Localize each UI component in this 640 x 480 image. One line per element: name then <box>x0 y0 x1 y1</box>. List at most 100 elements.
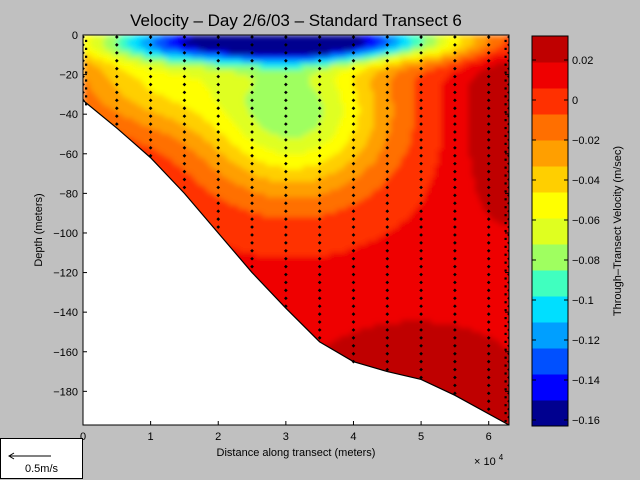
measurement-dot <box>250 98 254 103</box>
measurement-dot <box>507 106 509 111</box>
measurement-dot <box>507 423 509 425</box>
measurement-dot <box>419 114 423 119</box>
measurement-dot <box>486 328 491 332</box>
measurement-dot <box>250 130 254 134</box>
measurement-dot <box>486 399 491 404</box>
measurement-dot <box>507 256 509 261</box>
colorbar-band <box>532 322 568 349</box>
measurement-dot <box>419 82 423 87</box>
measurement-dot <box>351 209 356 214</box>
measurement-dot <box>504 332 507 336</box>
measurement-dot <box>385 336 390 340</box>
measurement-dot <box>317 336 322 340</box>
colorbar-tick-label: −0.14 <box>572 375 600 387</box>
measurement-dot <box>317 146 322 150</box>
measurement-dot <box>284 241 288 245</box>
measurement-dot <box>507 82 509 87</box>
measurement-dot <box>453 328 457 332</box>
measurement-dot <box>351 138 356 142</box>
measurement-dot <box>453 90 457 95</box>
measurement-dot <box>453 225 457 229</box>
measurement-dot <box>385 209 390 214</box>
measurement-dot <box>351 122 356 126</box>
station-profile <box>419 35 423 380</box>
measurement-dot <box>284 304 288 309</box>
measurement-dot <box>419 138 423 142</box>
measurement-dot <box>351 106 356 111</box>
measurement-dot <box>504 301 507 304</box>
measurement-dot <box>453 169 457 174</box>
measurement-dot <box>385 217 390 221</box>
measurement-dot <box>419 343 423 348</box>
measurement-dot <box>85 55 88 58</box>
measurement-dot <box>504 388 507 391</box>
colorbar-tick-label: 0.02 <box>572 55 593 67</box>
measurement-dot <box>486 153 491 158</box>
measurement-dot <box>385 248 390 253</box>
measurement-dot <box>453 58 457 63</box>
x-tick-label: 6 <box>486 431 492 443</box>
measurement-dot <box>486 161 491 166</box>
measurement-dot <box>250 248 254 253</box>
measurement-dot <box>351 288 356 293</box>
measurement-dot <box>453 296 457 301</box>
measurement-dot <box>284 193 288 198</box>
measurement-dot <box>83 35 85 39</box>
measurement-dot <box>507 201 509 206</box>
measurement-dot <box>317 98 322 103</box>
station-profile <box>453 35 457 396</box>
measurement-dot <box>453 193 457 198</box>
measurement-dot <box>507 225 509 229</box>
measurement-dot <box>507 43 509 47</box>
measurement-dot <box>317 138 322 142</box>
station-profile <box>351 35 356 364</box>
measurement-dot <box>419 146 423 150</box>
measurement-dot <box>351 343 356 348</box>
colorbar-band <box>532 166 568 193</box>
measurement-dot <box>507 391 509 396</box>
colorbar-band <box>532 62 568 89</box>
measurement-dot <box>216 193 221 198</box>
measurement-dot <box>351 336 356 340</box>
station-profile <box>385 35 390 372</box>
measurement-dot <box>385 320 390 324</box>
y-tick-label: −60 <box>59 149 78 161</box>
measurement-dot <box>385 185 390 190</box>
measurement-dot <box>351 169 356 174</box>
measurement-dot <box>504 317 507 320</box>
measurement-dot <box>504 55 507 58</box>
measurement-dot <box>507 328 509 332</box>
measurement-dot <box>250 241 254 245</box>
measurement-dot <box>317 90 322 95</box>
colorbar-ticks: 0.02 0 −0.02 −0.04 −0.06 −0.08 −0.1 −0.12 −0.14 −… <box>532 55 600 427</box>
measurement-dot <box>419 296 423 301</box>
measurement-dot <box>507 146 509 150</box>
measurement-dot <box>507 367 509 372</box>
measurement-dot <box>317 280 322 285</box>
measurement-dot <box>486 320 491 324</box>
measurement-dot <box>453 98 457 103</box>
measurement-dot <box>216 161 221 166</box>
measurement-dot <box>284 209 288 214</box>
measurement-dot <box>419 351 423 356</box>
measurement-dot <box>504 404 507 407</box>
measurement-dot <box>507 407 509 411</box>
measurement-dot <box>507 320 509 324</box>
x-tick-label: 4 <box>350 431 356 443</box>
measurement-dot <box>351 264 356 269</box>
measurement-dot <box>83 74 85 79</box>
measurement-dot <box>504 348 507 351</box>
measurement-dot <box>504 221 507 225</box>
measurement-dot <box>284 280 288 285</box>
measurement-dot <box>504 134 507 138</box>
measurement-dot <box>250 185 254 190</box>
measurement-dot <box>351 146 356 150</box>
colorbar-band <box>532 114 568 141</box>
measurement-dot <box>385 296 390 301</box>
measurement-dot <box>419 161 423 166</box>
colorbar-tick-label: 0 <box>572 95 578 107</box>
colorbar-band <box>532 374 568 401</box>
measurement-dot <box>507 130 509 134</box>
y-tick-label: −140 <box>53 307 78 319</box>
colorbar-tick-label: −0.02 <box>572 135 600 147</box>
